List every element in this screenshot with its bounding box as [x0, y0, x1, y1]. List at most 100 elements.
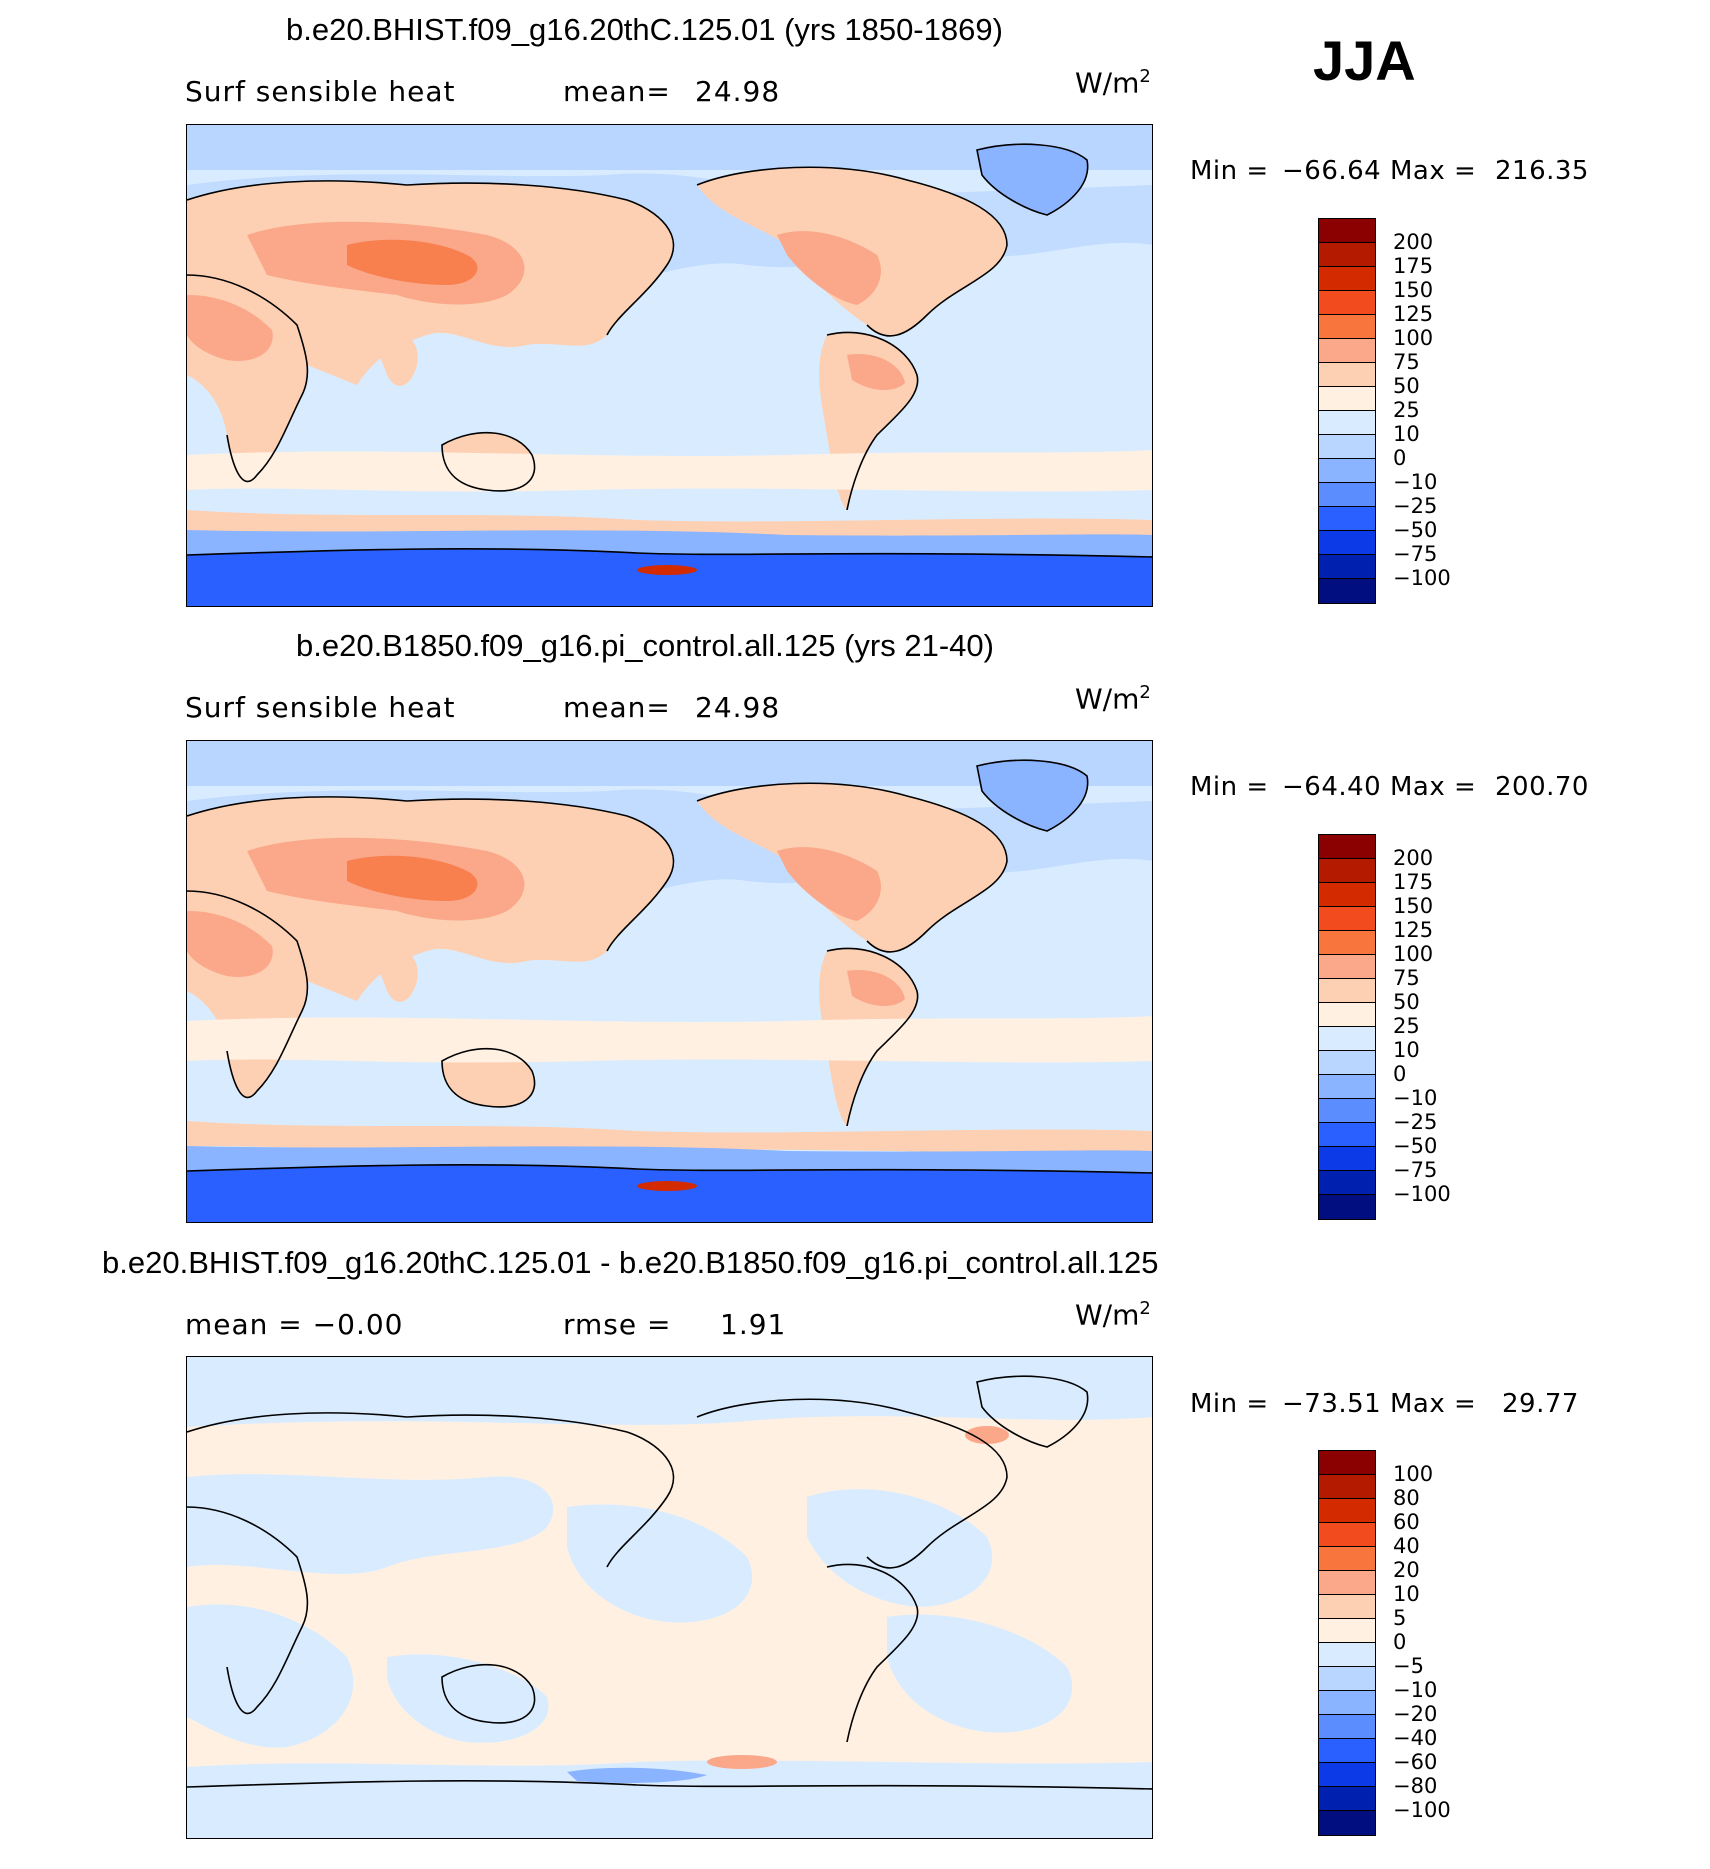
panel-2-variable-label: Surf sensible heat: [185, 691, 456, 724]
panel-1-colorbar-swatch: [1319, 507, 1375, 531]
panel-2-colorbar-swatch: [1319, 1171, 1375, 1195]
panel-2-max-label: Max =: [1390, 772, 1477, 802]
panel-2-units: W/m2: [1075, 682, 1151, 716]
panel-2-colorbar-swatch: [1319, 859, 1375, 883]
panel-3-colorbar: [1318, 1450, 1376, 1836]
panel-3-tick: 0: [1393, 1630, 1407, 1654]
panel-1-colorbar-swatch: [1319, 219, 1375, 243]
panel-3-colorbar-swatch: [1319, 1643, 1375, 1667]
panel-2-tick: 125: [1393, 918, 1434, 942]
panel-3-colorbar-swatch: [1319, 1811, 1375, 1835]
panel-1-variable-label: Surf sensible heat: [185, 75, 456, 108]
panel-2-colorbar-swatch: [1319, 1195, 1375, 1219]
panel-2-tick: −25: [1393, 1110, 1438, 1134]
panel-2-min-label: Min =: [1190, 772, 1269, 802]
panel-3-colorbar-swatch: [1319, 1787, 1375, 1811]
panel-3-tick: 60: [1393, 1510, 1420, 1534]
panel-1-map: [186, 124, 1153, 607]
panel-3-colorbar-swatch: [1319, 1523, 1375, 1547]
panel-2-colorbar-swatch: [1319, 1075, 1375, 1099]
season-label: JJA: [1313, 29, 1416, 92]
panel-3-colorbar-swatch: [1319, 1499, 1375, 1523]
panel-1-colorbar-swatch: [1319, 459, 1375, 483]
panel-2-max-value: 200.70: [1495, 772, 1589, 802]
panel-3-title: b.e20.BHIST.f09_g16.20thC.125.01 - b.e20…: [102, 1245, 1159, 1280]
panel-2-colorbar-swatch: [1319, 907, 1375, 931]
panel-2-colorbar-swatch: [1319, 1147, 1375, 1171]
panel-1-max-value: 216.35: [1495, 156, 1589, 186]
panel-1-title: b.e20.BHIST.f09_g16.20thC.125.01 (yrs 18…: [286, 12, 1003, 47]
panel-1-tick: 200: [1393, 230, 1434, 254]
panel-3-min-label: Min =: [1190, 1389, 1269, 1419]
panel-1-colorbar-swatch: [1319, 411, 1375, 435]
panel-2-colorbar-swatch: [1319, 1051, 1375, 1075]
panel-1-tick: 75: [1393, 350, 1420, 374]
panel-1-max-label: Max =: [1390, 156, 1477, 186]
panel-3-tick: −60: [1393, 1750, 1438, 1774]
panel-1-tick: 25: [1393, 398, 1420, 422]
panel-3-rmse-value: 1.91: [720, 1308, 787, 1341]
panel-2-colorbar-swatch: [1319, 955, 1375, 979]
panel-3-colorbar-swatch: [1319, 1619, 1375, 1643]
panel-2-tick: 100: [1393, 942, 1434, 966]
panel-2-colorbar-swatch: [1319, 979, 1375, 1003]
panel-2-title: b.e20.B1850.f09_g16.pi_control.all.125 (…: [296, 628, 994, 663]
panel-1-units: W/m2: [1075, 66, 1151, 100]
panel-3-colorbar-swatch: [1319, 1763, 1375, 1787]
panel-1-tick: −75: [1393, 542, 1438, 566]
panel-1-colorbar-swatch: [1319, 243, 1375, 267]
panel-2-tick: 50: [1393, 990, 1420, 1014]
panel-1-tick: 125: [1393, 302, 1434, 326]
panel-3-tick: 40: [1393, 1534, 1420, 1558]
panel-1-tick: −25: [1393, 494, 1438, 518]
panel-2-tick: −50: [1393, 1134, 1438, 1158]
panel-1-colorbar: [1318, 218, 1376, 604]
panel-3-max-label: Max =: [1390, 1389, 1477, 1419]
panel-1-colorbar-swatch: [1319, 291, 1375, 315]
panel-1-tick: 175: [1393, 254, 1434, 278]
panel-1-tick: 150: [1393, 278, 1434, 302]
panel-2-colorbar-swatch: [1319, 1123, 1375, 1147]
panel-3-colorbar-swatch: [1319, 1667, 1375, 1691]
panel-1-tick: 10: [1393, 422, 1420, 446]
panel-3-colorbar-swatch: [1319, 1571, 1375, 1595]
panel-2-tick: 150: [1393, 894, 1434, 918]
panel-3-tick: 5: [1393, 1606, 1407, 1630]
panel-3-colorbar-swatch: [1319, 1691, 1375, 1715]
panel-3-tick: −80: [1393, 1774, 1438, 1798]
panel-3-tick: 20: [1393, 1558, 1420, 1582]
panel-1-tick: −100: [1393, 566, 1451, 590]
panel-1-mean-label: mean=: [563, 75, 671, 108]
panel-1-min-value: −66.64: [1282, 156, 1382, 186]
panel-2-min-value: −64.40: [1282, 772, 1382, 802]
panel-1-colorbar-swatch: [1319, 483, 1375, 507]
panel-3-max-value: 29.77: [1502, 1389, 1579, 1419]
panel-3-colorbar-swatch: [1319, 1715, 1375, 1739]
panel-1-tick: 100: [1393, 326, 1434, 350]
panel-3-tick: 100: [1393, 1462, 1434, 1486]
panel-2-tick: 0: [1393, 1062, 1407, 1086]
panel-1-min-label: Min =: [1190, 156, 1269, 186]
panel-3-tick: −100: [1393, 1798, 1451, 1822]
panel-3-colorbar-swatch: [1319, 1595, 1375, 1619]
panel-1-colorbar-swatch: [1319, 339, 1375, 363]
panel-2-tick: −75: [1393, 1158, 1438, 1182]
panel-2-mean-label: mean=: [563, 691, 671, 724]
panel-3-tick: 10: [1393, 1582, 1420, 1606]
panel-2-colorbar-swatch: [1319, 1003, 1375, 1027]
panel-3-colorbar-swatch: [1319, 1547, 1375, 1571]
panel-1-colorbar-swatch: [1319, 315, 1375, 339]
panel-1-colorbar-swatch: [1319, 435, 1375, 459]
panel-3-tick: −5: [1393, 1654, 1424, 1678]
panel-3-colorbar-swatch: [1319, 1451, 1375, 1475]
panel-1-mean-value: 24.98: [695, 75, 781, 108]
panel-3-tick: 80: [1393, 1486, 1420, 1510]
panel-2-colorbar-swatch: [1319, 1099, 1375, 1123]
panel-3-rmse-label: rmse =: [563, 1308, 672, 1341]
panel-2-colorbar-swatch: [1319, 931, 1375, 955]
panel-1-tick: 50: [1393, 374, 1420, 398]
panel-1-tick: −50: [1393, 518, 1438, 542]
panel-1-colorbar-swatch: [1319, 387, 1375, 411]
panel-2-map: [186, 740, 1153, 1223]
panel-2-colorbar-swatch: [1319, 1027, 1375, 1051]
